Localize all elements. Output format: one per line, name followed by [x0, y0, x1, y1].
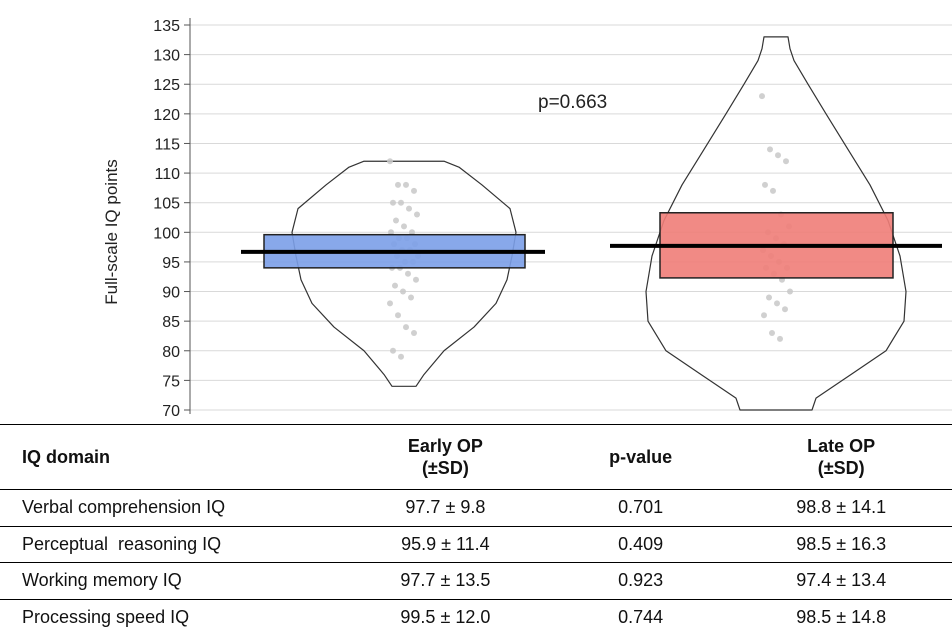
header-p-value: p-value	[550, 424, 731, 490]
early-data-point	[408, 294, 414, 301]
table-row: Processing speed IQ 99.5 ± 12.0 0.744 98…	[0, 599, 952, 635]
early-data-point	[387, 300, 393, 307]
cell-domain: Processing speed IQ	[22, 606, 190, 627]
cell-early: 95.9 ± 11.4	[339, 526, 551, 563]
header-early-op: Early OP (±SD)	[339, 424, 551, 490]
cell-domain: Perceptual reasoning IQ	[0, 526, 340, 563]
late-violin	[645, 36, 907, 411]
early-violin	[291, 160, 517, 387]
y-tick-label: 115	[154, 136, 180, 153]
early-data-point	[414, 211, 420, 218]
late-data-point	[759, 93, 765, 100]
early-data-point	[392, 282, 398, 289]
late-data-point	[762, 181, 768, 188]
early-data-point	[413, 276, 419, 283]
header-iq-domain: IQ domain	[0, 424, 340, 490]
late-data-point	[777, 335, 783, 342]
y-tick-label: 85	[162, 314, 180, 331]
y-tick-label: 130	[153, 48, 180, 65]
cell-late: 97.4 ± 13.4	[730, 562, 952, 600]
late-data-point	[787, 288, 793, 295]
early-data-point	[405, 270, 411, 277]
early-data-point	[403, 324, 409, 331]
p-value-annotation: p=0.663	[538, 92, 607, 113]
early-data-point	[400, 288, 406, 295]
early-data-point	[390, 347, 396, 354]
cell-early: 99.5 ± 12.0	[400, 606, 491, 627]
violins	[291, 36, 907, 411]
early-data-point	[387, 158, 393, 165]
table-header-row: IQ domain Early OP (±SD) p-value Late OP…	[0, 424, 952, 490]
iq-domain-table: IQ domain Early OP (±SD) p-value Late OP…	[0, 424, 952, 635]
cell-late: 98.5 ± 14.8	[796, 606, 887, 627]
late-data-point	[770, 187, 776, 194]
header-late-op: Late OP (±SD)	[730, 424, 952, 490]
late-data-point	[767, 146, 773, 153]
early-data-point	[388, 229, 394, 236]
cell-p-value: 0.701	[550, 489, 731, 527]
late-data-point	[782, 306, 788, 313]
y-tick-label: 120	[153, 107, 180, 124]
y-tick-label: 70	[162, 403, 180, 420]
early-data-point	[395, 181, 401, 188]
late-data-point	[769, 330, 775, 336]
cell-late: 98.5 ± 16.3	[730, 526, 952, 563]
early-data-point	[406, 205, 412, 212]
late-data-point	[783, 158, 789, 165]
early-data-point	[390, 199, 396, 206]
header-early-op-title: Early OP	[407, 436, 483, 456]
late-data-point	[775, 152, 781, 159]
early-data-point	[395, 312, 401, 319]
header-early-op-sd: (±SD)	[421, 458, 469, 478]
header-late-op-sd: (±SD)	[817, 458, 865, 478]
late-data-point	[766, 294, 772, 301]
y-tick-label: 125	[153, 77, 180, 94]
y-tick-label: 100	[153, 225, 180, 242]
early-data-point	[401, 223, 407, 230]
y-axis-label: Full-scale IQ points	[102, 159, 121, 305]
y-tick-label: 135	[153, 18, 180, 35]
y-tick-label: 110	[154, 166, 180, 183]
header-late-op-title: Late OP	[807, 436, 876, 456]
cell-p-value: 0.744	[618, 606, 664, 627]
table-row: Perceptual reasoning IQ 95.9 ± 11.4 0.40…	[0, 526, 952, 563]
y-tick-label: 90	[162, 285, 180, 302]
y-tick-label: 95	[162, 255, 180, 272]
violin-chart: 70 75 80 85 90 95 100 105 110 115 120 125 130 135 Ful…	[102, 18, 952, 420]
cell-p-value: 0.409	[550, 526, 731, 563]
cell-domain: Working memory IQ	[0, 562, 340, 600]
cell-early: 97.7 ± 13.5	[339, 562, 551, 600]
table-row: Verbal comprehension IQ 97.7 ± 9.8 0.701…	[0, 489, 952, 527]
cell-p-value: 0.923	[550, 562, 731, 600]
early-data-point	[403, 181, 409, 188]
y-tick-label: 80	[162, 344, 180, 361]
y-tick-label: 105	[153, 196, 180, 213]
table-row: Working memory IQ 97.7 ± 13.5 0.923 97.4…	[0, 562, 952, 600]
cell-domain: Verbal comprehension IQ	[0, 489, 340, 527]
late-data-point	[774, 300, 780, 307]
cell-early: 97.7 ± 9.8	[339, 489, 551, 527]
late-data-point	[761, 312, 767, 319]
early-data-point	[398, 353, 404, 360]
early-data-point	[393, 217, 399, 224]
early-data-point	[411, 187, 417, 194]
y-tick-label: 75	[162, 373, 180, 390]
early-data-point	[411, 330, 417, 336]
early-data-point	[409, 229, 415, 236]
cell-late: 98.8 ± 14.1	[730, 489, 952, 527]
y-tick-labels: 70 75 80 85 90 95 100 105 110 115 120 125 130 135	[153, 18, 180, 420]
early-data-point	[398, 199, 404, 206]
boxes	[241, 212, 942, 279]
